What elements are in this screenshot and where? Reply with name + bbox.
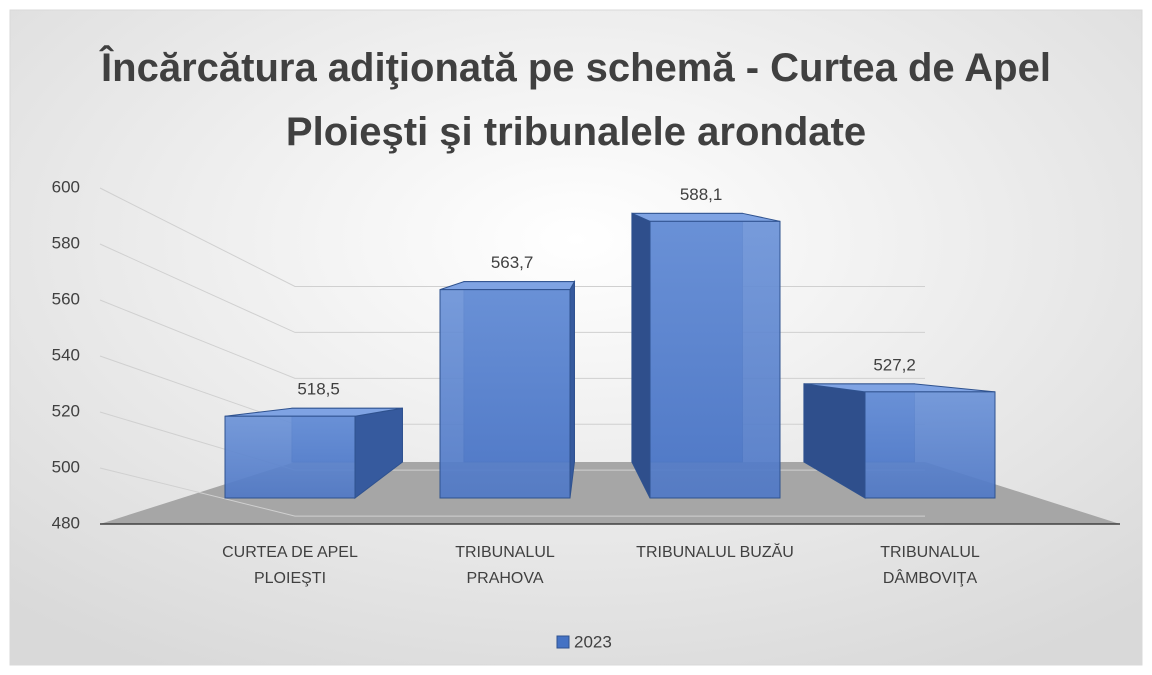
y-tick-label: 580 — [52, 233, 80, 252]
y-tick-label: 540 — [52, 345, 80, 364]
bar-side — [631, 212, 651, 499]
y-tick-label: 600 — [52, 177, 80, 196]
value-label: 563,7 — [491, 253, 534, 272]
x-tick-label: TRIBUNALUL BUZĂU — [636, 544, 794, 561]
x-tick-label: CURTEA DE APEL PLOIEŞTI — [222, 544, 358, 587]
x-tick-label: TRIBUNALUL DÂMBOVIŢA — [880, 544, 980, 587]
chart-title: Încărcătura adiţionată pe schemă - Curte… — [101, 46, 1051, 154]
bar — [224, 415, 356, 499]
value-label: 527,2 — [873, 355, 916, 374]
y-tick-label: 520 — [52, 401, 80, 420]
grid-line — [99, 467, 925, 517]
y-tick-label: 500 — [52, 457, 80, 476]
y-tick-label: 560 — [52, 289, 80, 308]
legend-swatch — [556, 635, 570, 649]
y-tick-label: 480 — [52, 513, 80, 532]
bar — [439, 289, 571, 499]
bar-side — [569, 279, 575, 499]
value-label: 588,1 — [680, 185, 723, 204]
bar-top — [439, 281, 576, 291]
bar — [649, 220, 781, 499]
chart-background — [9, 9, 1143, 666]
value-label: 518,5 — [297, 380, 340, 399]
legend-label: 2023 — [574, 632, 612, 651]
bar — [864, 391, 996, 499]
x-tick-label: TRIBUNALUL PRAHOVA — [455, 544, 555, 587]
